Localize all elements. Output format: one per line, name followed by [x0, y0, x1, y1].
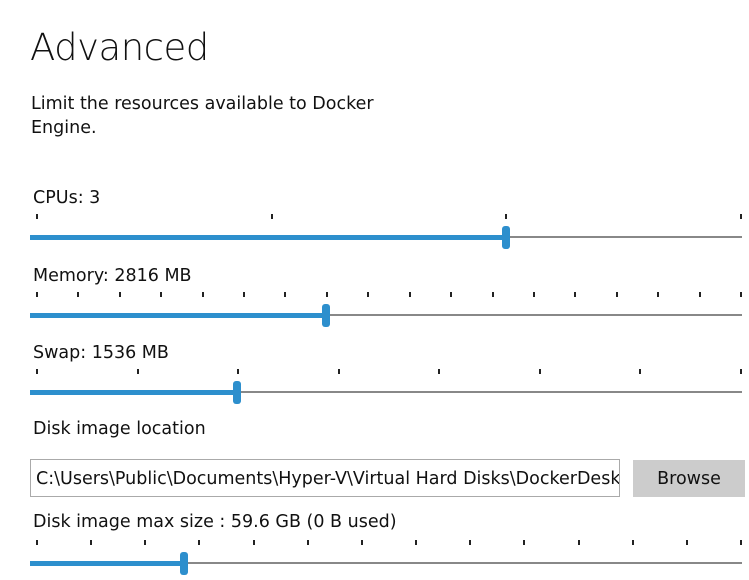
slider-tick	[639, 369, 642, 374]
slider-tick	[631, 540, 634, 545]
page-title: Advanced	[30, 26, 209, 69]
slider-tick	[523, 540, 526, 545]
slider-tick	[90, 540, 93, 545]
disk-location-input[interactable]: C:\Users\Public\Documents\Hyper-V\Virtua…	[30, 459, 620, 497]
slider-tick	[252, 540, 255, 545]
slider-thumb[interactable]	[501, 226, 510, 249]
cpus-label: CPUs: 3	[33, 188, 101, 208]
slider-thumb[interactable]	[322, 304, 331, 327]
slider-tick	[118, 292, 121, 297]
slider-tick	[144, 540, 147, 545]
disk-size-slider[interactable]	[30, 540, 742, 580]
disk-location-label: Disk image location	[33, 419, 206, 439]
slider-tick	[685, 540, 688, 545]
slider-tick	[201, 292, 204, 297]
slider-fill	[30, 313, 327, 318]
slider-tick	[367, 292, 370, 297]
slider-tick	[532, 292, 535, 297]
slider-tick	[36, 369, 38, 374]
slider-track[interactable]	[30, 314, 742, 316]
slider-tick	[740, 540, 742, 545]
slider-thumb[interactable]	[233, 381, 242, 404]
slider-tick	[469, 540, 472, 545]
slider-tick	[415, 540, 418, 545]
slider-tick	[615, 292, 618, 297]
slider-fill	[30, 235, 506, 240]
slider-tick	[408, 292, 411, 297]
slider-fill	[30, 561, 184, 566]
slider-tick	[284, 292, 287, 297]
slider-tick	[36, 214, 38, 219]
slider-thumb[interactable]	[179, 552, 188, 575]
slider-tick	[740, 214, 742, 219]
slider-tick	[237, 369, 240, 374]
slider-tick	[438, 369, 441, 374]
slider-tick	[740, 369, 742, 374]
slider-tick	[36, 540, 38, 545]
slider-tick	[505, 214, 508, 219]
slider-tick	[243, 292, 246, 297]
slider-tick	[360, 540, 363, 545]
slider-tick	[160, 292, 163, 297]
slider-fill	[30, 390, 238, 395]
page-description: Limit the resources available to Docker …	[31, 94, 374, 138]
swap-label: Swap: 1536 MB	[33, 343, 169, 363]
memory-slider[interactable]	[30, 292, 742, 332]
slider-tick	[77, 292, 80, 297]
slider-tick	[450, 292, 453, 297]
slider-track[interactable]	[30, 391, 742, 393]
slider-track[interactable]	[30, 562, 742, 564]
memory-label: Memory: 2816 MB	[33, 266, 192, 286]
cpus-slider[interactable]	[30, 214, 742, 254]
slider-tick	[270, 214, 273, 219]
slider-tick	[577, 540, 580, 545]
disk-size-label: Disk image max size : 59.6 GB (0 B used)	[33, 512, 397, 532]
slider-tick	[325, 292, 328, 297]
slider-tick	[136, 369, 139, 374]
slider-tick	[198, 540, 201, 545]
slider-tick	[657, 292, 660, 297]
slider-tick	[740, 292, 742, 297]
slider-tick	[306, 540, 309, 545]
slider-tick	[574, 292, 577, 297]
slider-tick	[337, 369, 340, 374]
browse-button[interactable]: Browse	[633, 460, 745, 497]
slider-tick	[491, 292, 494, 297]
slider-tick	[698, 292, 701, 297]
slider-tick	[36, 292, 38, 297]
swap-slider[interactable]	[30, 369, 742, 409]
slider-tick	[538, 369, 541, 374]
